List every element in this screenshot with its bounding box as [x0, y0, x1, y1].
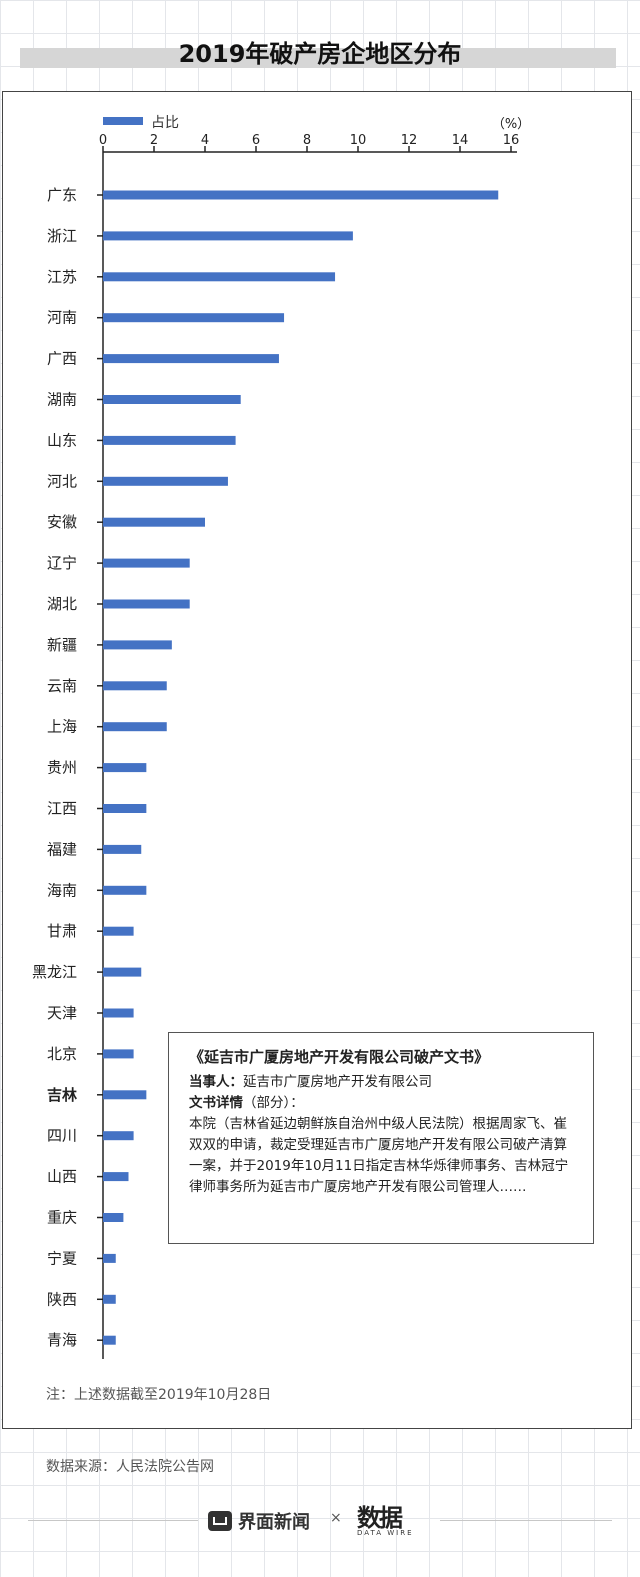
- x-tick-label: 0: [99, 133, 107, 148]
- bar: [103, 967, 142, 977]
- category-label: 宁夏: [47, 1249, 77, 1267]
- datawire-glyph: 数据: [357, 1503, 403, 1532]
- x-tick-label: 10: [350, 133, 367, 148]
- callout-detail-suffix: （部分）：: [243, 1095, 304, 1111]
- bar: [103, 1008, 134, 1018]
- bar: [103, 1049, 134, 1059]
- callout-party-value: 延吉市广厦房地产开发有限公司: [243, 1074, 432, 1090]
- bar: [103, 1131, 134, 1141]
- bar: [103, 804, 147, 813]
- category-label: 四川: [47, 1127, 77, 1145]
- category-label: 云南: [47, 677, 77, 695]
- bar: [103, 476, 228, 486]
- bar: [103, 1090, 147, 1100]
- category-label: 山东: [47, 431, 77, 449]
- bar: [103, 517, 205, 527]
- document-callout: 《延吉市广厦房地产开发有限公司破产文书》 当事人：延吉市广厦房地产开发有限公司 …: [168, 1032, 594, 1244]
- footer-divider-right: [440, 1520, 612, 1521]
- category-label: 福建: [47, 840, 77, 858]
- callout-party: 当事人：延吉市广厦房地产开发有限公司: [189, 1072, 575, 1093]
- brand-name: 界面新闻: [238, 1512, 310, 1533]
- bar: [103, 231, 353, 241]
- callout-detail-label: 文书详情: [189, 1095, 243, 1111]
- bar: [103, 190, 499, 200]
- bar: [103, 844, 142, 854]
- bar: [103, 313, 285, 323]
- bar: [103, 435, 236, 445]
- bar: [103, 926, 134, 936]
- category-label: 广东: [47, 186, 77, 204]
- category-label: 陕西: [47, 1290, 77, 1308]
- category-label: 贵州: [47, 759, 77, 777]
- legend-label: 占比: [151, 115, 179, 131]
- bar: [103, 722, 167, 732]
- category-label: 河南: [47, 309, 77, 327]
- brand-icon: [208, 1511, 232, 1531]
- x-tick-label: 12: [401, 133, 418, 148]
- category-label: 湖南: [47, 391, 77, 409]
- category-label: 广西: [47, 350, 77, 368]
- datawire-logo: 数据 DATA WIRE: [357, 1498, 414, 1537]
- bar: [103, 1213, 124, 1222]
- category-label: 甘肃: [47, 922, 77, 940]
- category-label: 浙江: [47, 227, 77, 245]
- times-sign: ×: [330, 1510, 342, 1526]
- x-tick-label: 14: [452, 133, 469, 148]
- bar: [103, 599, 190, 609]
- x-tick-label: 4: [201, 133, 209, 148]
- bar: [103, 1253, 116, 1263]
- callout-party-label: 当事人：: [189, 1074, 243, 1090]
- bar: [103, 681, 167, 691]
- category-label: 辽宁: [47, 554, 77, 572]
- chart-title: 2019年破产房企地区分布: [178, 40, 462, 68]
- category-label: 江西: [47, 800, 77, 818]
- category-label: 江苏: [47, 268, 77, 286]
- callout-body: 本院（吉林省延边朝鲜族自治州中级人民法院）根据周家飞、崔双双的申请，裁定受理延吉…: [189, 1116, 569, 1195]
- footnote: 注：上述数据截至2019年10月28日: [46, 1387, 272, 1403]
- title-band: [20, 48, 616, 68]
- bar: [103, 885, 147, 895]
- bar: [103, 763, 147, 773]
- bar: [103, 272, 336, 282]
- category-label: 安徽: [47, 513, 77, 531]
- bar: [103, 395, 241, 404]
- data-source: 数据来源：人民法院公告网: [46, 1459, 214, 1475]
- callout-detail-heading: 文书详情（部分）：: [189, 1093, 575, 1114]
- bar: [103, 558, 190, 568]
- category-label: 山西: [47, 1168, 77, 1186]
- category-label: 黑龙江: [32, 963, 77, 981]
- x-tick-label: 16: [503, 133, 520, 148]
- callout-title: 《延吉市广厦房地产开发有限公司破产文书》: [189, 1048, 490, 1066]
- brand-logo: 界面新闻: [208, 1508, 310, 1534]
- category-label: 湖北: [47, 595, 77, 613]
- x-tick-label: 2: [150, 133, 158, 148]
- datawire-subtitle: DATA WIRE: [357, 1529, 414, 1537]
- category-label: 天津: [47, 1004, 77, 1022]
- x-tick-label: 6: [252, 133, 260, 148]
- bar: [103, 1294, 116, 1304]
- category-label: 青海: [47, 1331, 77, 1349]
- bar: [103, 354, 279, 364]
- bar-chart: 0 2 4 6 8 10 12 14 16（%） 占比广东浙江江苏河南广西湖南山东河北安徽辽宁湖北…: [32, 115, 530, 1359]
- bar: [103, 1172, 129, 1182]
- category-label: 上海: [47, 718, 77, 736]
- category-label: 重庆: [47, 1209, 77, 1227]
- x-tick-label: 8: [303, 133, 311, 148]
- category-label: 北京: [47, 1045, 77, 1063]
- bar: [103, 640, 172, 650]
- unit-label: （%）: [492, 117, 530, 132]
- category-label: 河北: [47, 472, 77, 490]
- category-label: 海南: [47, 881, 77, 899]
- category-label: 吉林: [47, 1086, 78, 1104]
- bar: [103, 1335, 116, 1345]
- category-label: 新疆: [47, 636, 77, 654]
- legend-swatch: [103, 117, 143, 125]
- footer-divider-left: [28, 1520, 198, 1521]
